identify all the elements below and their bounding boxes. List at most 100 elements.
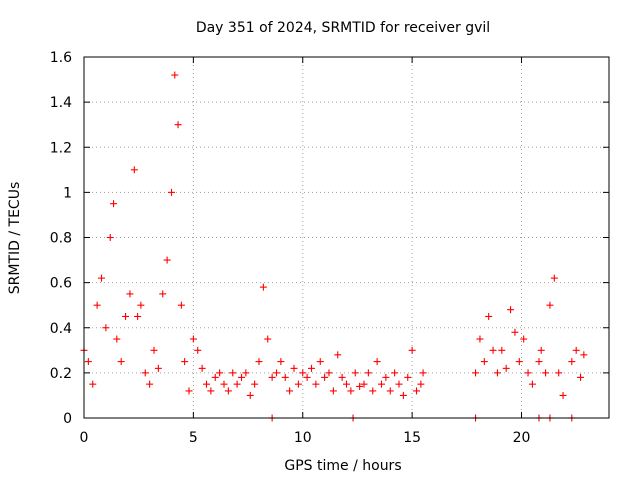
data-point — [134, 312, 142, 320]
data-point — [373, 358, 381, 366]
data-point — [277, 358, 285, 366]
data-point — [189, 335, 197, 343]
data-point — [308, 364, 315, 372]
data-point — [343, 380, 350, 388]
data-point — [251, 380, 259, 388]
data-point — [89, 380, 97, 388]
data-point — [404, 373, 412, 381]
data-point — [577, 373, 585, 381]
y-tick-label: 1.2 — [50, 140, 72, 156]
data-point — [299, 369, 307, 377]
x-tick-label: 15 — [403, 430, 421, 446]
data-point — [391, 369, 399, 377]
data-point — [338, 373, 346, 381]
data-point — [255, 358, 263, 366]
data-point — [224, 387, 232, 395]
x-tick-label: 20 — [513, 430, 531, 446]
data-point — [281, 373, 289, 381]
data-point — [198, 364, 206, 372]
data-point — [220, 380, 228, 388]
y-axis-label: SRMTID / TECUs — [7, 182, 23, 295]
data-point — [515, 358, 523, 366]
data-point — [356, 382, 364, 390]
data-point — [264, 335, 272, 343]
data-point — [113, 335, 121, 343]
data-point — [325, 369, 333, 377]
data-point — [233, 380, 241, 388]
data-point — [520, 335, 528, 343]
data-point — [419, 369, 427, 377]
data-point — [535, 358, 543, 366]
y-tick-label: 0.2 — [50, 366, 72, 382]
data-point — [347, 387, 355, 395]
data-point — [537, 346, 545, 354]
data-point — [316, 358, 324, 366]
data-point — [102, 324, 110, 332]
data-point — [203, 380, 210, 388]
data-point — [369, 387, 377, 395]
data-point — [185, 387, 193, 395]
x-tick-label: 0 — [80, 430, 89, 446]
data-point — [171, 71, 179, 79]
data-point — [137, 301, 145, 309]
data-point — [417, 380, 425, 388]
chart-title: Day 351 of 2024, SRMTID for receiver gvi… — [196, 20, 490, 36]
data-point — [476, 335, 484, 343]
data-point — [334, 351, 342, 359]
x-tick-label: 5 — [189, 430, 198, 446]
data-point — [168, 188, 175, 196]
y-tick-label: 1.4 — [50, 95, 72, 111]
data-point — [246, 391, 254, 399]
data-point — [399, 391, 407, 399]
y-tick-label: 0.4 — [50, 321, 72, 337]
data-point — [572, 346, 580, 354]
data-point — [146, 380, 154, 388]
data-point — [126, 290, 134, 298]
data-point — [141, 369, 149, 377]
data-point — [559, 391, 567, 399]
data-point — [472, 369, 480, 377]
data-point — [286, 387, 294, 395]
data-point — [502, 364, 510, 372]
data-point — [273, 369, 280, 377]
data-point — [485, 312, 493, 320]
data-point — [480, 358, 488, 366]
data-point — [130, 166, 138, 174]
data-point — [360, 380, 368, 388]
y-tick-label: 1.6 — [50, 50, 72, 66]
data-point — [268, 373, 276, 381]
data-point — [550, 274, 558, 282]
data-point — [150, 346, 158, 354]
data-point — [408, 346, 416, 354]
data-point — [321, 373, 329, 381]
data-point — [413, 387, 420, 395]
data-point — [290, 364, 298, 372]
data-point — [84, 358, 92, 366]
data-point — [98, 274, 105, 282]
data-point — [122, 312, 130, 320]
y-tick-label: 0.6 — [50, 276, 72, 292]
data-point — [242, 369, 250, 377]
data-point — [229, 369, 237, 377]
data-point — [386, 387, 394, 395]
data-point — [194, 346, 202, 354]
data-point — [93, 301, 101, 309]
data-point — [542, 369, 550, 377]
data-point — [211, 373, 219, 381]
data-point — [154, 364, 162, 372]
y-tick-label: 1 — [63, 185, 72, 201]
data-point — [110, 200, 118, 208]
data-point — [498, 346, 506, 354]
data-point — [106, 234, 114, 241]
data-point — [159, 290, 167, 298]
data-point — [351, 369, 359, 377]
data-point — [493, 369, 501, 377]
data-point — [163, 256, 171, 264]
data-point — [329, 387, 337, 395]
data-point — [207, 387, 215, 395]
data-point — [555, 369, 563, 377]
ticks-layer: 0 0.2 0.4 0.6 0.8 1 1.2 1.4 1.6 0 5 10 15 20 — [50, 50, 609, 446]
y-tick-label: 0.8 — [50, 231, 72, 247]
